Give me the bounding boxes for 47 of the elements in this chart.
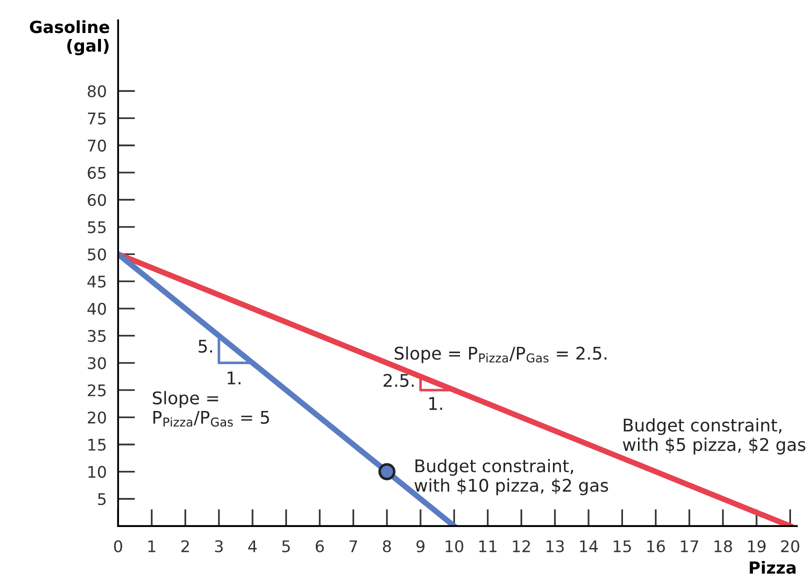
annotation: Budget constraint, with $10 pizza, $2 gas: [414, 458, 608, 496]
x-tick-label: 6: [316, 540, 324, 552]
y-tick-label: 25: [88, 384, 106, 396]
x-tick-label: 0: [114, 540, 122, 552]
y-tick-label: 70: [88, 140, 106, 152]
annotation: 1.: [429, 397, 442, 410]
annotation: Budget constraint, with $5 pizza, $2 gas: [622, 418, 806, 454]
y-tick-label: 50: [88, 248, 106, 260]
x-tick-label: 11: [479, 540, 496, 552]
y-tick-label: 15: [88, 438, 106, 451]
x-tick-label: 2: [181, 540, 189, 552]
x-tick-label: 5: [282, 540, 290, 552]
y-tick-label: 5: [98, 493, 106, 506]
annotation: Slope = P$_{Pizza}$/P$_{Gas}$ = 2.5.: [394, 346, 606, 364]
x-tick-label: 7: [350, 540, 358, 552]
x-tick-label: 19: [748, 540, 766, 552]
y-tick-label: 60: [88, 194, 106, 206]
y-tick-label: 65: [88, 166, 106, 179]
annotation: 2.5.: [384, 374, 414, 387]
y-tick-label: 80: [88, 85, 106, 98]
y-tick-label: 75: [88, 112, 106, 124]
y-tick-label: 10: [88, 466, 106, 478]
x-tick-label: 17: [680, 540, 698, 552]
y-axis-title: Gasoline (gal): [30, 20, 110, 56]
x-tick-label: 3: [215, 540, 223, 552]
x-tick-label: 1: [148, 540, 156, 552]
y-tick-label: 40: [87, 302, 106, 315]
x-tick-label: 15: [614, 540, 631, 552]
x-tick-label: 4: [248, 540, 257, 552]
x-tick-label: 10: [446, 540, 464, 552]
y-tick-label: 55: [88, 221, 106, 234]
x-tick-label: 12: [512, 540, 530, 552]
y-tick-label: 20: [88, 412, 106, 424]
x-tick-label: 13: [546, 540, 564, 552]
annotation: 1.: [228, 372, 240, 384]
y-tick-label: 35: [88, 330, 106, 342]
x-tick-label: 8: [382, 540, 391, 552]
x-tick-label: 20: [781, 540, 800, 552]
annotation: 5.: [198, 340, 212, 353]
annotation: Slope = P$_{Pizza}$/P$_{Gas}$ = 5: [152, 391, 270, 427]
x-tick-label: 14: [580, 540, 598, 552]
y-tick-label: 45: [87, 276, 106, 288]
x-axis-title: Pizza: [750, 560, 796, 574]
x-tick-label: 18: [714, 540, 732, 552]
x-tick-label: 16: [647, 540, 665, 552]
x-tick-label: 9: [416, 540, 424, 552]
y-tick-label: 30: [88, 357, 106, 370]
